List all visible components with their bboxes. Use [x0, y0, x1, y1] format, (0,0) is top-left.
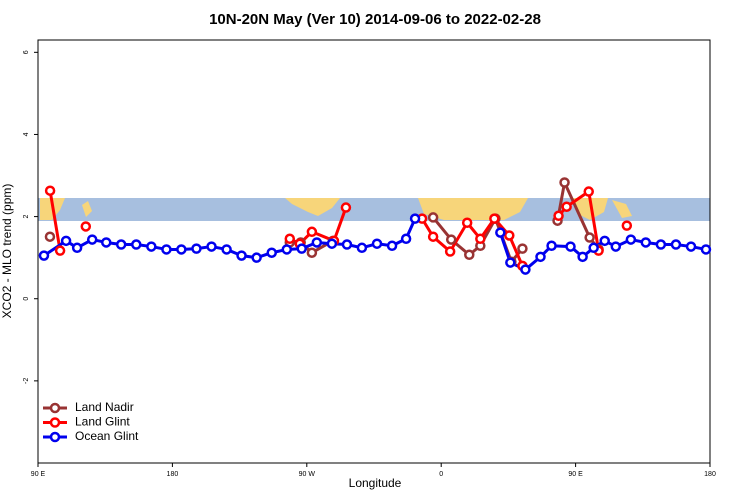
point: [44, 185, 56, 196]
point: [44, 231, 56, 242]
point: [115, 239, 127, 250]
point: [409, 213, 421, 224]
point: [281, 244, 293, 255]
x-tick-label: 180: [704, 471, 716, 478]
point: [599, 235, 610, 247]
point: [340, 202, 352, 213]
point: [559, 177, 570, 188]
point: [464, 249, 475, 261]
point: [505, 257, 516, 268]
point: [561, 201, 572, 212]
point: [341, 239, 353, 250]
y-axis-label: XCO2 - MLO trend (ppm): [0, 184, 14, 319]
point: [625, 234, 637, 245]
point: [700, 244, 712, 255]
point: [584, 232, 595, 243]
point: [131, 239, 142, 250]
point: [356, 242, 368, 254]
map-land: [82, 201, 92, 217]
y-tick-label: 4: [23, 132, 30, 136]
point: [655, 239, 667, 250]
point: [670, 239, 682, 250]
point: [610, 241, 622, 252]
point: [495, 227, 506, 238]
point: [427, 231, 439, 242]
map-land: [612, 200, 632, 218]
point: [54, 245, 66, 256]
x-tick-label: 90 E: [568, 471, 583, 478]
legend-label: Ocean Glint: [75, 429, 139, 443]
point: [546, 240, 557, 252]
point: [296, 243, 307, 254]
point: [326, 238, 338, 249]
point: [80, 221, 92, 232]
point: [400, 233, 412, 245]
x-tick-label: 0: [439, 471, 443, 478]
map-strip: [38, 198, 710, 221]
x-tick-label: 90 W: [299, 471, 316, 478]
point: [588, 242, 599, 254]
point: [386, 240, 398, 252]
x-axis-label: Longitude: [349, 476, 402, 490]
point: [504, 230, 515, 241]
point: [38, 250, 50, 261]
point: [520, 264, 531, 275]
map-land: [40, 198, 65, 220]
point: [489, 213, 500, 224]
point: [236, 250, 247, 261]
y-tick-label: -2: [23, 378, 30, 384]
legend-swatch-point: [49, 417, 61, 428]
point: [266, 247, 277, 258]
legend-swatch-point: [49, 402, 61, 414]
point: [640, 237, 652, 248]
point: [306, 226, 318, 238]
plot-frame: [37, 39, 711, 464]
point: [685, 241, 697, 252]
point: [445, 234, 457, 245]
y-tick-label: 6: [23, 50, 30, 54]
point: [206, 241, 217, 252]
chart-title: 10N-20N May (Ver 10) 2014-09-06 to 2022-…: [209, 11, 541, 28]
point: [577, 251, 588, 263]
point: [146, 241, 157, 252]
point: [251, 252, 262, 263]
point: [621, 220, 633, 231]
map-land: [285, 198, 340, 216]
legend-label: Land Glint: [75, 415, 130, 429]
point: [306, 247, 318, 258]
point: [583, 186, 594, 197]
point: [475, 233, 486, 245]
x-tick-label: 90 E: [31, 471, 46, 478]
point: [161, 244, 172, 255]
point: [371, 238, 383, 249]
legend-label: Land Nadir: [75, 400, 134, 414]
point: [284, 233, 296, 245]
point: [221, 244, 232, 255]
point: [100, 237, 112, 248]
y-tick-label: 0: [23, 297, 30, 301]
point: [311, 237, 323, 248]
x-tick-label: 180: [167, 471, 179, 478]
point: [427, 212, 439, 223]
point: [553, 210, 564, 222]
point: [71, 242, 83, 254]
point: [535, 251, 546, 263]
point: [60, 235, 72, 247]
map-land: [572, 198, 608, 220]
point: [176, 244, 187, 255]
point: [444, 246, 456, 257]
point: [86, 234, 98, 245]
y-tick-label: 2: [23, 215, 30, 219]
point: [191, 243, 202, 254]
map-land: [418, 198, 528, 220]
point: [565, 241, 576, 252]
point: [461, 217, 473, 229]
legend-swatch-point: [49, 431, 61, 443]
map-ocean: [38, 198, 710, 221]
point: [517, 243, 528, 254]
